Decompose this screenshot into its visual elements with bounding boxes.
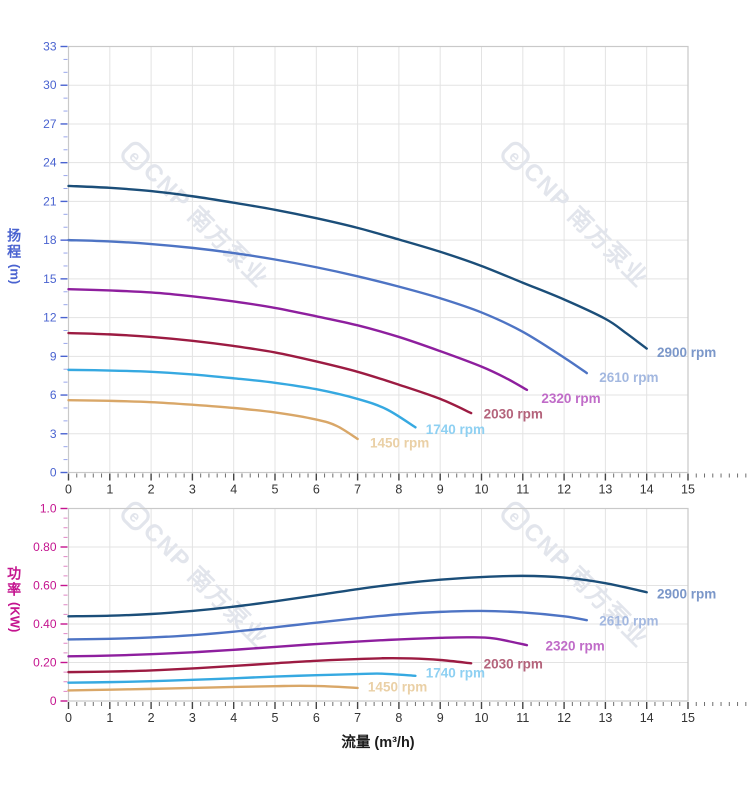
power-plot-border	[67, 507, 689, 702]
power-rpm-label-2320-rpm: 2320 rpm	[546, 639, 605, 654]
power-x-tick-label: 2	[148, 711, 155, 725]
head-y-tick-label: 21	[43, 194, 57, 208]
head-y-tick-label: 15	[43, 272, 57, 286]
power-x-tick-label: 6	[313, 711, 320, 725]
head-x-tick-label: 7	[354, 483, 361, 497]
power-axis-unit: (KW)	[7, 602, 23, 633]
power-y-tick-label: 0.60	[33, 579, 57, 593]
head-y-tick-label: 12	[43, 311, 57, 325]
head-x-tick-label: 13	[598, 483, 612, 497]
head-curve-2900-rpm	[67, 184, 648, 350]
head-x-tick-label: 12	[557, 483, 571, 497]
power-curve-1740-rpm	[67, 672, 417, 684]
head-y-tick-label: 3	[50, 427, 57, 441]
head-y-tick-label: 18	[43, 233, 57, 247]
power-x-tick-label: 3	[189, 711, 196, 725]
head-y-tick-label: 6	[50, 388, 57, 402]
power-x-axis: 0 1 2 3 4 5 6 7 8 9 10 11 12 13 14 15	[65, 702, 747, 725]
watermark-text: CNP 南方泵业	[138, 517, 274, 653]
head-axis-text: 扬程	[6, 228, 23, 260]
head-x-tick-label: 3	[189, 483, 196, 497]
head-y-tick-label: 0	[50, 466, 57, 480]
power-rpm-label-2610-rpm: 2610 rpm	[599, 614, 658, 629]
power-curve-2320-rpm	[67, 636, 529, 658]
power-y-tick-label: 0.80	[33, 540, 57, 554]
power-y-tick-label: 0.20	[33, 656, 57, 670]
head-x-tick-label: 8	[395, 483, 402, 497]
power-curve-2030-rpm	[67, 657, 473, 674]
power-axis-title: 功率 (KW)	[6, 566, 22, 632]
power-x-tick-label: 5	[272, 711, 279, 725]
power-x-tick-label: 10	[475, 711, 489, 725]
head-x-tick-label: 11	[516, 483, 529, 497]
head-curve-2030-rpm	[67, 331, 473, 415]
head-axis-title: 扬程 (m)	[6, 228, 22, 284]
head-rpm-label-2610-rpm: 2610 rpm	[599, 370, 658, 385]
power-rpm-label-2030-rpm: 2030 rpm	[484, 656, 543, 671]
power-x-tick-label: 4	[230, 711, 237, 725]
power-y-axis: 0 0.20 0.40 0.60 0.80 1.0	[33, 502, 68, 708]
head-rpm-label-1450-rpm: 1450 rpm	[370, 435, 429, 450]
head-x-tick-label: 10	[475, 483, 489, 497]
head-curve-1450-rpm	[67, 399, 359, 441]
watermark-text: CNP 南方泵业	[518, 517, 654, 653]
head-y-tick-label: 33	[43, 40, 57, 54]
power-y-tick-label: 1.0	[40, 502, 57, 516]
power-x-tick-label: 12	[557, 711, 571, 725]
power-y-tick-label: 0	[50, 694, 57, 708]
head-x-tick-label: 5	[272, 483, 279, 497]
power-x-tick-label: 1	[106, 711, 113, 725]
head-plot-border	[67, 45, 689, 474]
power-y-tick-label: 0.40	[33, 617, 57, 631]
power-x-tick-label: 15	[681, 711, 695, 725]
head-y-tick-label: 24	[43, 156, 57, 170]
head-x-tick-label: 2	[148, 483, 155, 497]
head-x-tick-label: 0	[65, 483, 72, 497]
head-rpm-label-2320-rpm: 2320 rpm	[541, 391, 600, 406]
head-y-axis: 0 3 6 9 12 15 18 21 24 27 30 33	[43, 40, 68, 480]
head-x-tick-label: 15	[681, 483, 695, 497]
head-axis-unit: (m)	[7, 264, 23, 285]
power-curve-1450-rpm	[67, 684, 359, 692]
power-axis-text: 功率	[6, 566, 23, 598]
head-curve-2320-rpm	[67, 287, 529, 392]
power-x-tick-label: 7	[354, 711, 361, 725]
power-x-tick-label: 11	[516, 711, 529, 725]
watermark-text: CNP 南方泵业	[518, 157, 654, 293]
power-x-tick-label: 0	[65, 711, 72, 725]
head-x-axis: 0 1 2 3 4 5 6 7 8 9 10 11 12 13 14 15	[65, 473, 747, 497]
head-rpm-label-2900-rpm: 2900 rpm	[657, 345, 716, 360]
head-x-tick-label: 1	[106, 483, 113, 497]
power-x-tick-label: 13	[598, 711, 612, 725]
watermark-text: CNP 南方泵业	[138, 157, 274, 293]
head-x-tick-label: 4	[230, 483, 237, 497]
head-rpm-label-1740-rpm: 1740 rpm	[426, 422, 485, 437]
head-x-tick-label: 6	[313, 483, 320, 497]
power-x-tick-label: 14	[640, 711, 654, 725]
head-curve-2610-rpm	[67, 238, 589, 375]
power-rpm-label-2900-rpm: 2900 rpm	[657, 587, 716, 602]
power-curve-2900-rpm	[67, 574, 648, 618]
head-y-tick-label: 27	[43, 117, 57, 131]
head-y-tick-label: 9	[50, 349, 57, 363]
head-y-tick-label: 30	[43, 78, 57, 92]
head-curve-1740-rpm	[67, 368, 417, 429]
power-x-tick-label: 9	[437, 711, 444, 725]
flow-axis-title: 流量 (m³/h)	[341, 735, 415, 751]
power-x-tick-label: 8	[395, 711, 402, 725]
power-curve-2610-rpm	[67, 609, 589, 641]
head-x-tick-label: 14	[640, 483, 654, 497]
head-x-tick-label: 9	[437, 483, 444, 497]
head-rpm-label-2030-rpm: 2030 rpm	[484, 406, 543, 421]
power-rpm-label-1450-rpm: 1450 rpm	[368, 679, 427, 694]
head-grid	[68, 46, 689, 473]
power-rpm-label-1740-rpm: 1740 rpm	[426, 666, 485, 681]
